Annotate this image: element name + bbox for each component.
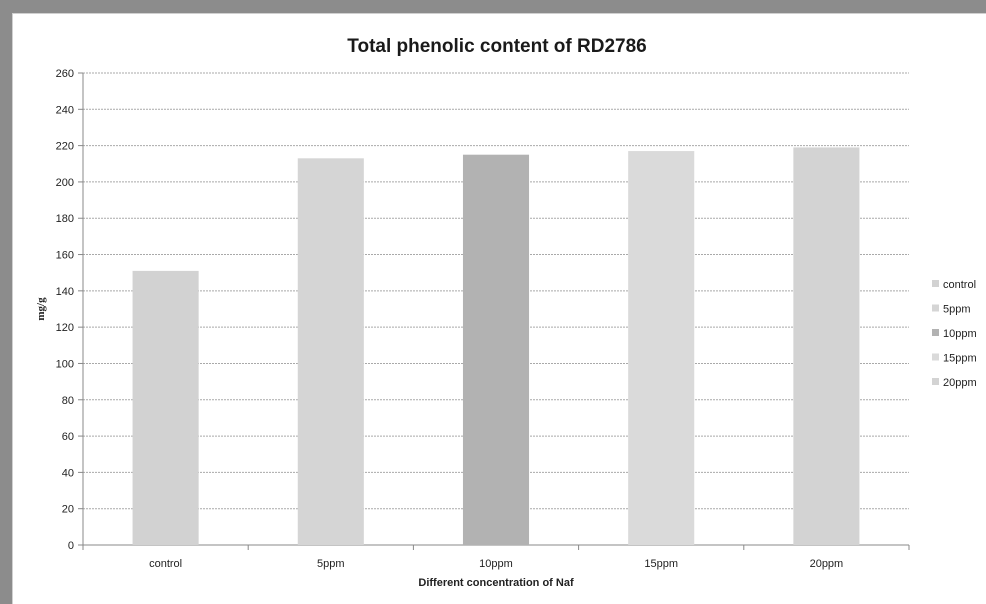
y-axis-label: mg/g: [35, 297, 47, 321]
bar-20ppm: [793, 147, 860, 545]
y-tick-label: 160: [56, 250, 74, 262]
y-tick-label: 140: [56, 286, 74, 298]
y-tick-label: 60: [62, 431, 74, 443]
y-tick-label: 120: [56, 322, 74, 334]
bars: [132, 147, 860, 546]
x-tick-label: 20ppm: [810, 558, 844, 570]
chart-title: Total phenolic content of RD2786: [347, 36, 646, 57]
bar-15ppm: [628, 151, 695, 546]
y-tick-label: 0: [68, 540, 74, 552]
legend-label-control: control: [943, 279, 976, 291]
y-tick-label: 200: [56, 177, 74, 189]
y-tick-label: 260: [56, 68, 74, 80]
x-tick-label: 15ppm: [644, 558, 678, 570]
x-tick-label: control: [149, 558, 182, 570]
legend-label-15ppm: 15ppm: [943, 353, 977, 365]
y-tick-label: 80: [62, 395, 74, 407]
y-tick-label: 180: [56, 213, 74, 225]
y-tick-label: 220: [56, 141, 74, 153]
y-tick-label: 240: [56, 104, 74, 116]
x-tick-labels: control 5ppm 10ppm 15ppm 20ppm: [82, 545, 910, 570]
x-tick-label: 10ppm: [479, 558, 513, 570]
legend-swatch-20ppm: [932, 378, 939, 385]
legend: control 5ppm 10ppm 15ppm 20ppm: [932, 279, 977, 389]
y-tick-label: 40: [62, 467, 74, 479]
bar-control: [132, 270, 199, 545]
legend-swatch-10ppm: [932, 329, 939, 336]
legend-label-5ppm: 5ppm: [943, 304, 971, 316]
y-tick-labels: 0 20 40 60 80 100 120 140 160 180 200 220 240 260: [56, 68, 74, 552]
bar-5ppm: [297, 158, 364, 546]
legend-label-10ppm: 10ppm: [943, 328, 977, 340]
y-tick-label: 20: [62, 504, 74, 516]
y-tick-label: 100: [56, 358, 74, 370]
x-axis-label: Different concentration of Naf: [418, 577, 574, 589]
legend-swatch-5ppm: [932, 304, 939, 312]
bar-10ppm: [462, 154, 530, 545]
legend-swatch-15ppm: [932, 353, 939, 361]
legend-label-20ppm: 20ppm: [943, 377, 977, 389]
legend-swatch-control: [932, 280, 939, 287]
x-tick-label: 5ppm: [317, 558, 345, 570]
